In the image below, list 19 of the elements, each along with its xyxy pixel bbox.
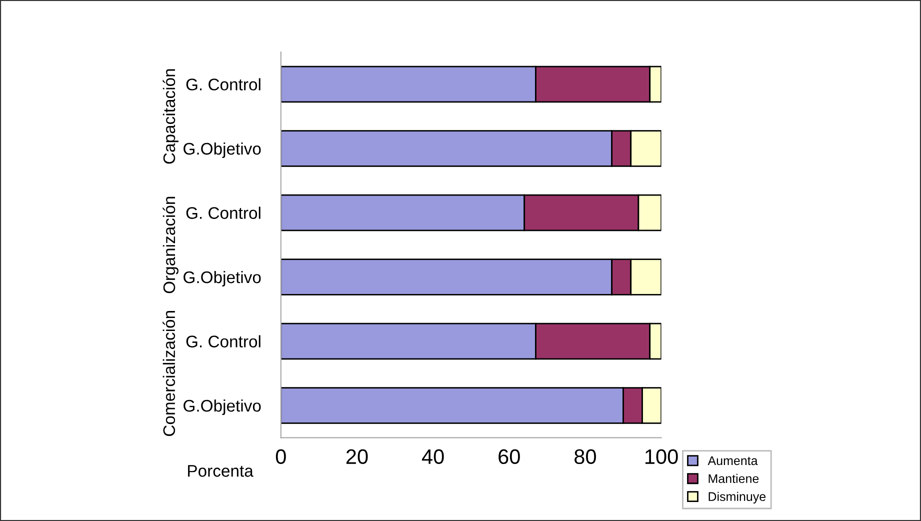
text: Capacitación <box>162 69 178 164</box>
legend-label: Mantiene <box>708 474 759 484</box>
x-axis-title: Porcenta <box>188 465 254 477</box>
y-tick-label: G.Objetivo <box>184 142 261 158</box>
x-tick-label: 0 <box>276 449 286 464</box>
legend-label: Disminuye <box>708 492 766 504</box>
x-tick-label: 60 <box>498 449 520 464</box>
x-tick-label: 20 <box>346 449 368 464</box>
x-tick-label: 100 <box>645 449 678 464</box>
y-tick-label: G. Control <box>186 78 260 90</box>
text: Comercialización <box>162 311 176 436</box>
x-tick-label: 80 <box>574 449 596 464</box>
x-tick-label: 40 <box>422 449 444 464</box>
legend-label: Aumenta <box>708 456 758 466</box>
y-tick-label: G. Control <box>186 335 260 348</box>
y-tick-label: G. Control <box>186 206 260 219</box>
y-tick-label: G.Objetivo <box>184 399 261 416</box>
y-tick-label: G.Objetivo <box>184 270 261 286</box>
text: Organización <box>162 196 178 294</box>
